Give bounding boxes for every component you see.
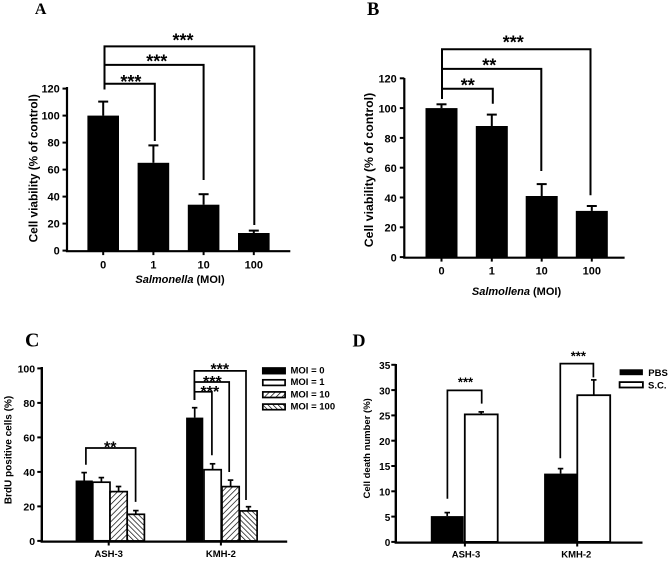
svg-text:35: 35 (379, 361, 391, 372)
svg-text:10: 10 (536, 266, 548, 278)
svg-text:D: D (353, 331, 366, 351)
svg-text:80: 80 (385, 133, 397, 145)
svg-text:1: 1 (150, 260, 156, 272)
svg-text:0: 0 (385, 538, 391, 549)
svg-text:20: 20 (23, 502, 35, 514)
svg-text:**: ** (482, 55, 496, 75)
svg-text:***: *** (172, 30, 193, 50)
svg-text:KMH-2: KMH-2 (561, 549, 591, 560)
svg-text:60: 60 (385, 163, 397, 175)
svg-text:ASH-3: ASH-3 (94, 549, 123, 560)
svg-text:15: 15 (379, 462, 391, 473)
svg-text:***: *** (201, 384, 220, 401)
svg-text:20: 20 (379, 437, 391, 448)
svg-text:C: C (25, 329, 39, 351)
svg-text:B: B (367, 0, 379, 20)
svg-text:MOI = 0: MOI = 0 (291, 365, 325, 376)
svg-text:***: *** (503, 33, 524, 53)
svg-text:10: 10 (197, 260, 209, 272)
svg-text:***: *** (146, 52, 167, 72)
svg-text:40: 40 (48, 192, 60, 204)
svg-text:***: *** (203, 374, 222, 391)
svg-text:80: 80 (23, 398, 35, 410)
svg-text:MOI = 100: MOI = 100 (291, 402, 336, 413)
svg-text:30: 30 (379, 386, 391, 397)
svg-text:1: 1 (489, 266, 495, 278)
svg-text:Cell viability (% of control): Cell viability (% of control) (362, 93, 376, 247)
svg-text:Cell viability (% of control): Cell viability (% of control) (26, 94, 40, 242)
svg-text:10: 10 (379, 488, 391, 499)
svg-text:***: *** (210, 362, 229, 379)
svg-text:100: 100 (378, 104, 396, 116)
svg-text:KMH-2: KMH-2 (206, 549, 236, 560)
svg-text:0: 0 (54, 246, 60, 258)
svg-text:5: 5 (385, 513, 391, 524)
svg-text:PBS: PBS (648, 368, 668, 379)
svg-text:***: *** (458, 374, 474, 389)
svg-text:MOI = 10: MOI = 10 (291, 389, 330, 400)
svg-text:***: *** (571, 349, 587, 364)
svg-text:20: 20 (48, 219, 60, 231)
svg-text:BrdU positive cells (%): BrdU positive cells (%) (4, 396, 15, 504)
svg-text:0: 0 (391, 253, 397, 265)
svg-text:**: ** (461, 76, 475, 96)
svg-text:120: 120 (41, 84, 59, 96)
svg-text:80: 80 (48, 138, 60, 150)
svg-text:60: 60 (23, 433, 35, 445)
svg-text:20: 20 (385, 223, 397, 235)
svg-text:60: 60 (48, 165, 60, 177)
svg-text:**: ** (104, 440, 117, 457)
svg-text:100: 100 (18, 364, 36, 376)
svg-text:40: 40 (385, 193, 397, 205)
svg-text:***: *** (120, 72, 141, 92)
svg-text:120: 120 (378, 74, 396, 86)
svg-text:100: 100 (583, 266, 601, 278)
svg-text:Salmonella (MOI): Salmonella (MOI) (135, 274, 225, 286)
svg-text:ASH-3: ASH-3 (452, 549, 481, 560)
svg-text:25: 25 (379, 412, 391, 423)
svg-text:Salmollena (MOI): Salmollena (MOI) (472, 286, 562, 298)
svg-text:100: 100 (245, 260, 263, 272)
svg-text:0: 0 (100, 260, 106, 272)
svg-text:A: A (35, 1, 47, 18)
svg-text:S.C.: S.C. (648, 381, 666, 392)
svg-text:MOI = 1: MOI = 1 (291, 377, 326, 388)
svg-text:Cell death number (%): Cell death number (%) (362, 398, 373, 498)
svg-text:0: 0 (438, 266, 444, 278)
svg-text:100: 100 (41, 111, 59, 123)
svg-text:40: 40 (23, 467, 35, 479)
svg-text:0: 0 (29, 536, 35, 548)
